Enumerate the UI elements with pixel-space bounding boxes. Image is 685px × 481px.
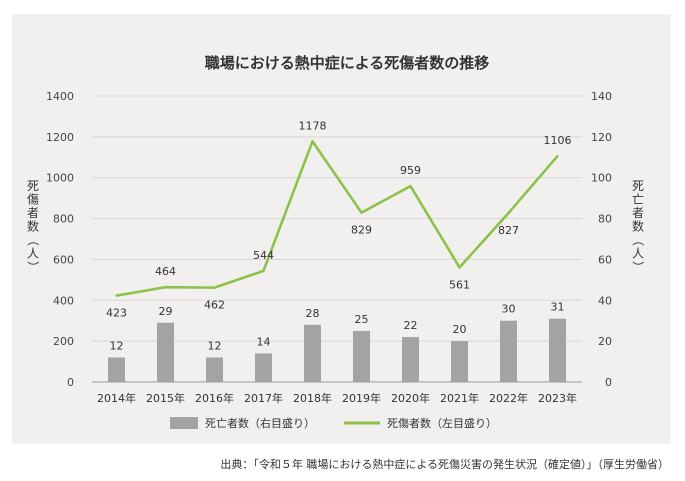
bar-layer [108, 318, 566, 382]
line-value-label: 829 [351, 224, 372, 237]
bar-value-label: 29 [159, 305, 173, 318]
y-right-tick-label: 0 [605, 376, 612, 389]
bar [500, 320, 517, 382]
y-left-tick-label: 1000 [46, 172, 74, 185]
bar [353, 330, 370, 382]
x-tick-label: 2022年 [489, 391, 528, 405]
y-right-tick-label: 140 [591, 90, 612, 103]
axis-title-char: 者 [632, 206, 644, 220]
legend-line-label: 死傷者数（左目盛り） [387, 416, 497, 430]
bar [206, 357, 223, 382]
line-point [115, 294, 118, 297]
bar-value-label: 25 [355, 313, 369, 326]
axis-title-char: 人 [632, 247, 644, 261]
bar [157, 322, 174, 382]
axis-title-char: 傷 [27, 192, 39, 207]
axis-title-char: 者 [27, 206, 39, 220]
axis-title-char: （ [26, 234, 40, 246]
y-left-tick-label: 1400 [46, 90, 74, 103]
chart-panel: 職場における熱中症による死傷者数の推移 12 29 12 14 28 25 22 20 30 31… [12, 14, 671, 444]
chart-title: 職場における熱中症による死傷者数の推移 [205, 54, 490, 72]
line-value-label: 1178 [299, 119, 327, 132]
line-point [311, 140, 314, 143]
bar [402, 337, 419, 382]
bar-value-label: 22 [404, 319, 418, 332]
line-value-label: 544 [253, 249, 274, 262]
bar-value-label: 14 [257, 335, 271, 348]
line-value-label: 423 [106, 307, 127, 320]
x-tick-label: 2016年 [195, 391, 234, 405]
y-right-tick-label: 40 [598, 294, 612, 307]
y-right-tick-label: 120 [591, 131, 612, 144]
axis-title-char: （ [631, 234, 645, 246]
line-point [262, 269, 265, 273]
x-tick-label: 2018年 [293, 391, 332, 405]
axis-title-char: 死 [632, 179, 644, 193]
x-tick-label: 2023年 [538, 391, 577, 405]
line-value-label: 959 [400, 164, 421, 177]
bar [304, 324, 321, 382]
axis-title-char: 数 [632, 219, 644, 234]
y-left-tick-label: 0 [67, 376, 74, 389]
axis-title-char: 数 [27, 219, 39, 234]
bar-value-label: 28 [306, 307, 320, 320]
line-value-label: 827 [498, 224, 519, 237]
axis-title-char: ） [26, 261, 40, 273]
axis-title-char: 亡 [632, 193, 644, 207]
x-tick-label: 2019年 [342, 391, 381, 405]
legend-bar-swatch [170, 417, 198, 429]
line-series [116, 140, 559, 297]
line-point [556, 154, 559, 158]
line-point [213, 286, 216, 289]
chart-svg: 職場における熱中症による死傷者数の推移 12 29 12 14 28 25 22 20 30 31… [26, 54, 645, 430]
line-point [360, 211, 363, 214]
y-left-tick-label: 1200 [46, 131, 74, 144]
y-right-axis-title: 死亡者数（人） [631, 179, 645, 273]
line-value-label: 561 [449, 278, 470, 291]
bar [451, 341, 468, 382]
axis-title-char: 人 [27, 247, 39, 261]
bar-value-label: 30 [502, 303, 516, 316]
bar-value-label: 31 [551, 301, 565, 314]
bar-value-label: 12 [208, 339, 222, 352]
y-left-tick-label: 600 [53, 253, 74, 266]
axis-layer: 0 200 400 600 800 1000 1200 1400 0 20 40 60 80 100 120… [26, 90, 645, 405]
line-point [458, 266, 461, 269]
bar [255, 353, 272, 382]
line-point [164, 286, 167, 289]
y-right-tick-label: 80 [598, 213, 612, 226]
y-left-tick-label: 800 [53, 213, 74, 226]
bar-value-label: 20 [453, 323, 467, 336]
y-right-tick-label: 60 [598, 253, 612, 266]
bar [549, 318, 566, 382]
y-right-tick-label: 100 [591, 172, 612, 185]
line-value-label: 464 [155, 265, 176, 278]
y-left-tick-label: 400 [53, 294, 74, 307]
x-tick-label: 2017年 [244, 391, 283, 405]
line-value-label: 462 [204, 299, 225, 312]
line-layer [115, 140, 559, 297]
legend-layer: 死亡者数（右目盛り） 死傷者数（左目盛り） [170, 416, 497, 430]
legend-bar-label: 死亡者数（右目盛り） [205, 416, 315, 430]
axis-title-char: 死 [27, 179, 39, 193]
line-point [409, 184, 412, 188]
axis-title-char: ） [631, 261, 645, 273]
y-left-axis-title: 死傷者数（人） [26, 179, 40, 273]
bar [108, 357, 125, 382]
line-point [507, 211, 510, 215]
x-tick-label: 2014年 [97, 391, 136, 405]
x-tick-label: 2020年 [391, 391, 430, 405]
bar-value-label: 12 [110, 339, 124, 352]
label-layer: 12 29 12 14 28 25 22 20 30 31 423 464 462 544 1178 829 9… [106, 119, 572, 352]
x-tick-label: 2021年 [440, 391, 479, 405]
x-tick-label: 2015年 [146, 391, 185, 405]
line-value-label: 1106 [544, 134, 572, 147]
y-left-tick-label: 200 [53, 335, 74, 348]
y-right-tick-label: 20 [598, 335, 612, 348]
source-note: 出典：「令和５年 職場における熱中症による死傷災害の発生状況（確定値）」（厚生労… [220, 458, 669, 471]
